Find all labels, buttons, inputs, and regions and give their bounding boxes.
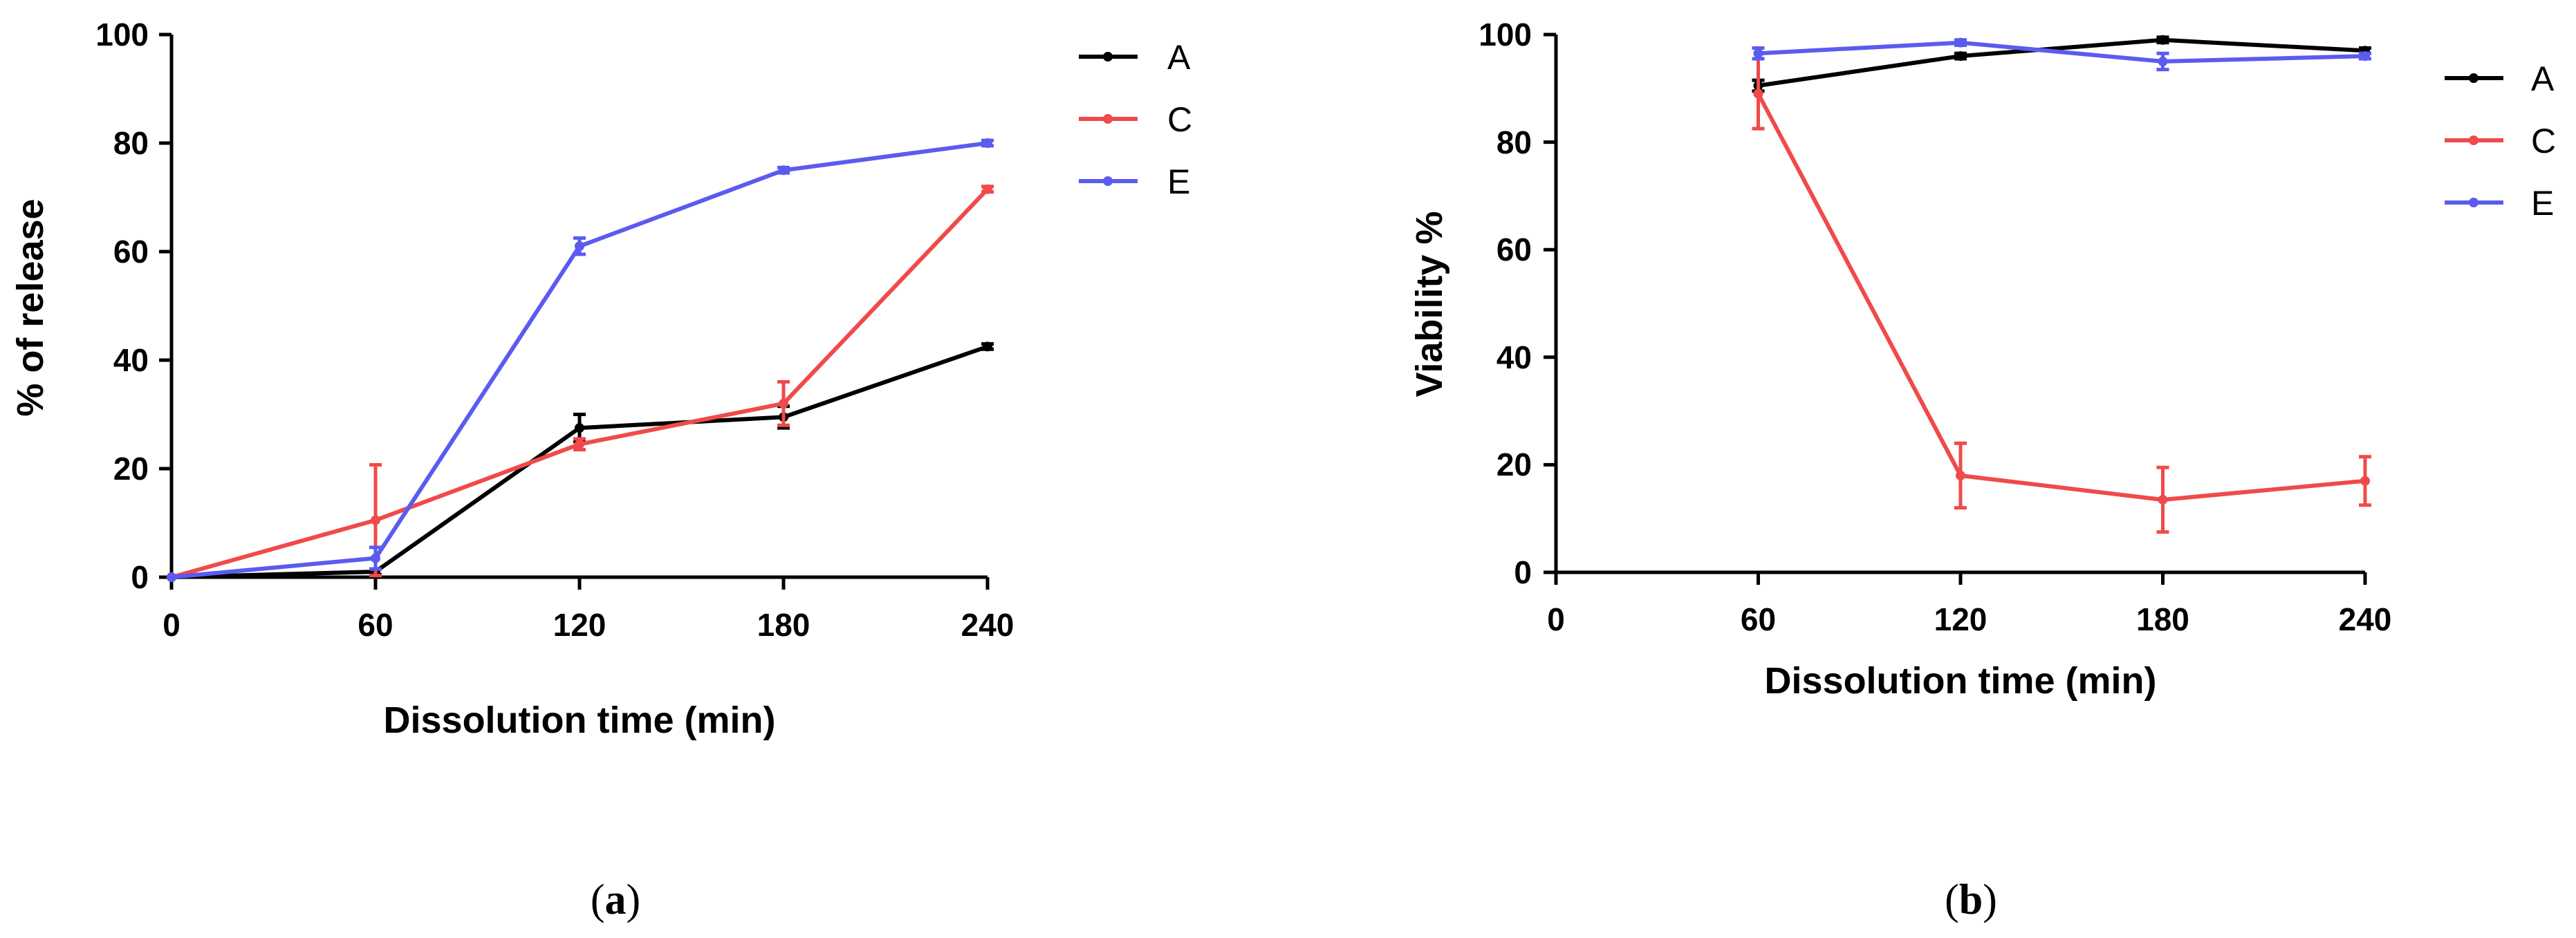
y-tick-labels: 0 20 40 60 80 100 (1479, 17, 1532, 590)
data-point (371, 515, 380, 525)
chart-panel-b: 0 20 40 60 80 100 0 60 120 180 240 Disso… (1409, 17, 2556, 923)
panel-label-b: (b) (1945, 876, 1997, 923)
panel-label-close: ) (1983, 876, 1997, 923)
series-line-e (1758, 40, 2366, 64)
legend-label-e: E (1167, 162, 1190, 201)
data-point (983, 341, 992, 352)
y-tick-label: 60 (1497, 232, 1532, 268)
data-point (371, 553, 380, 563)
data-point (779, 398, 788, 409)
legend-label-a: A (2531, 59, 2555, 98)
data-point (983, 138, 992, 148)
y-tick-label: 80 (1497, 124, 1532, 160)
data-point (575, 439, 584, 449)
chart-panel-a: 0 20 40 60 80 100 0 60 120 180 240 Disso… (10, 17, 1192, 923)
series-c (1752, 57, 2371, 534)
panel-label-letter: a (605, 876, 627, 923)
legend-label-c: C (2531, 122, 2556, 160)
data-point (575, 241, 584, 252)
series-line-c (1756, 93, 2366, 502)
x-tick-label: 120 (553, 607, 606, 643)
x-tick-label: 120 (1934, 601, 1987, 637)
legend-label-a: A (1167, 38, 1191, 77)
y-tick-label: 40 (113, 342, 149, 378)
legend-marker-e (1103, 176, 1113, 186)
x-tick-label: 180 (757, 607, 810, 643)
x-tick-label: 180 (2136, 601, 2189, 637)
y-tick-label: 60 (113, 234, 149, 270)
x-tick-label: 0 (163, 607, 180, 643)
plot-area (1752, 35, 2371, 534)
x-tick-label: 60 (1741, 601, 1776, 637)
legend-marker-c (2469, 135, 2478, 145)
data-point (575, 423, 584, 433)
x-tick-label: 240 (961, 607, 1014, 643)
x-tick-label: 0 (1547, 601, 1565, 637)
x-tick-labels: 0 60 120 180 240 (1547, 601, 2391, 637)
panel-label-open: ( (1945, 876, 1959, 923)
series-e (167, 138, 994, 582)
data-point (983, 184, 992, 194)
series-e (1752, 37, 2371, 72)
y-tick-label: 0 (131, 559, 149, 595)
data-point (1753, 48, 1763, 59)
data-point (2360, 51, 2370, 62)
legend-marker-a (2469, 73, 2478, 83)
y-tick-labels: 0 20 40 60 80 100 (95, 17, 149, 595)
panel-label-a: (a) (591, 876, 640, 923)
legend-label-c: C (1167, 100, 1192, 139)
data-point (1956, 470, 1965, 480)
x-tick-label: 60 (358, 607, 393, 643)
data-point (779, 165, 788, 176)
x-axis-label: Dissolution time (min) (1765, 660, 2157, 702)
x-axis-label: Dissolution time (min) (384, 700, 776, 741)
x-ticks (1554, 572, 2367, 585)
y-tick-label: 40 (1497, 339, 1532, 375)
legend-label-e: E (2531, 184, 2554, 223)
legend-marker-a (1103, 52, 1113, 62)
data-point (2158, 35, 2168, 45)
series-line-e (171, 141, 988, 579)
x-ticks (169, 577, 990, 590)
legend: A C E (2445, 59, 2556, 223)
y-tick-label: 20 (113, 451, 149, 487)
legend-marker-e (2469, 198, 2478, 207)
plot-area (167, 138, 994, 582)
series-a (1752, 35, 2371, 93)
y-ticks (1544, 32, 1556, 574)
y-axis-label: Viability % (1409, 211, 1450, 397)
y-tick-label: 100 (1479, 17, 1532, 53)
data-point (2158, 494, 2168, 505)
data-point (167, 572, 176, 582)
data-point (2360, 476, 2370, 486)
data-point (1956, 51, 1965, 62)
y-tick-label: 0 (1514, 554, 1532, 590)
data-point (1753, 88, 1763, 99)
y-tick-label: 20 (1497, 447, 1532, 482)
panel-label-close: ) (627, 876, 641, 923)
series-line-a (1758, 37, 2366, 88)
x-tick-label: 240 (2339, 601, 2392, 637)
panel-label-letter: b (1959, 876, 1983, 923)
legend-marker-c (1103, 114, 1113, 124)
y-ticks (159, 32, 172, 579)
y-tick-label: 80 (113, 125, 149, 161)
legend: A C E (1079, 38, 1192, 201)
x-tick-labels: 0 60 120 180 240 (163, 607, 1014, 643)
panel-label-open: ( (591, 876, 605, 923)
y-tick-label: 100 (95, 17, 149, 53)
y-axis-label: % of release (10, 198, 51, 416)
data-point (2158, 56, 2168, 66)
data-point (1956, 37, 1965, 48)
